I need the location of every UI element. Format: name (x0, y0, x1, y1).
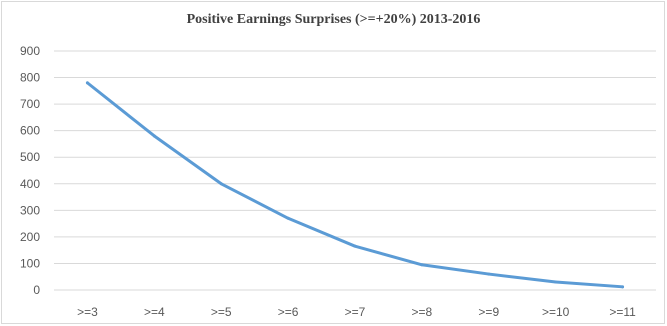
y-tick-label: 500 (20, 150, 40, 164)
x-tick-label: >=4 (144, 305, 165, 319)
x-tick-label: >=10 (542, 305, 570, 319)
x-tick-label: >=6 (278, 305, 299, 319)
y-tick-label: 800 (20, 71, 40, 85)
y-tick-label: 700 (20, 97, 40, 111)
y-tick-label: 200 (20, 230, 40, 244)
x-tick-label: >=11 (609, 305, 636, 319)
data-point (420, 263, 424, 267)
y-tick-label: 400 (20, 177, 40, 191)
data-point (152, 134, 156, 138)
data-point (85, 81, 89, 85)
x-tick-label: >=9 (478, 305, 499, 319)
data-point (554, 280, 558, 284)
y-tick-label: 600 (20, 124, 40, 138)
series-group (85, 81, 625, 289)
x-axis-ticks: >=3 >=4 >=5 >=6 >=7 >=8 >=9 >=10 >=11 (77, 305, 636, 319)
chart-title: Positive Earnings Surprises (>=+20%) 201… (186, 12, 481, 27)
y-tick-label: 900 (20, 44, 40, 58)
y-tick-label: 300 (20, 203, 40, 217)
series-line (85, 81, 625, 289)
data-point (487, 272, 491, 276)
x-tick-label: >=5 (211, 305, 232, 319)
x-tick-label: >=3 (77, 305, 98, 319)
y-axis-ticks: 0 100 200 300 400 500 600 700 800 900 (20, 44, 40, 297)
data-point (621, 285, 625, 289)
y-tick-label: 0 (33, 283, 40, 297)
data-point (353, 244, 357, 248)
data-point (219, 182, 223, 186)
data-point (286, 216, 290, 220)
x-tick-label: >=8 (412, 305, 433, 319)
x-tick-label: >=7 (345, 305, 366, 319)
y-tick-label: 100 (20, 256, 40, 270)
gridlines (54, 50, 656, 291)
